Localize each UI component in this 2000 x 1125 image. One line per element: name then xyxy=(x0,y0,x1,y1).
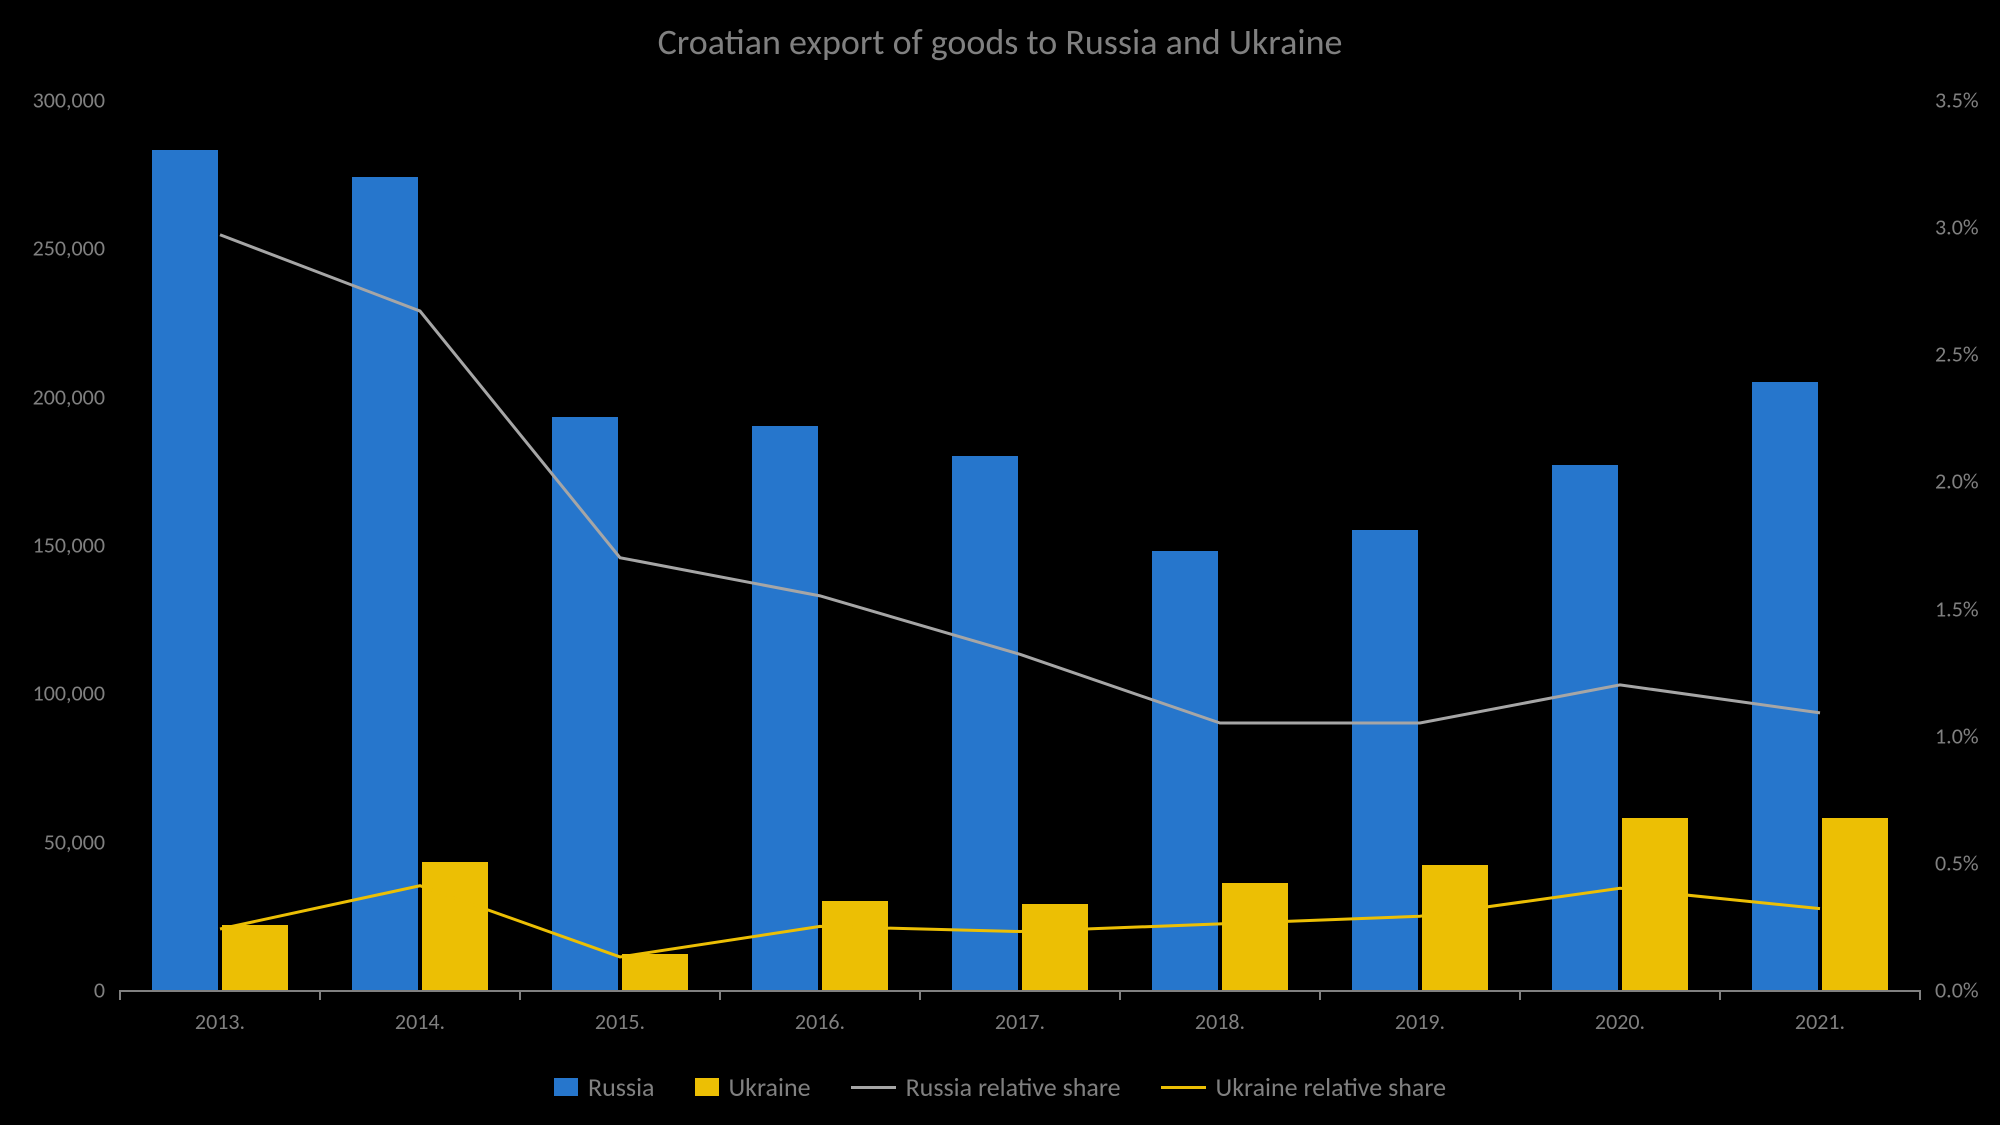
x-tick-label: 2017. xyxy=(995,1008,1045,1035)
x-tick xyxy=(519,990,521,1000)
bar-ukraine xyxy=(1422,865,1488,990)
bar-ukraine xyxy=(1222,883,1288,990)
bar-russia xyxy=(552,417,618,990)
x-tick xyxy=(1919,990,1921,1000)
bar-russia xyxy=(152,150,218,990)
bar-russia xyxy=(352,177,418,990)
x-tick-label: 2013. xyxy=(195,1008,245,1035)
legend-label-russia: Russia xyxy=(588,1071,655,1103)
legend-swatch-russia xyxy=(554,1078,578,1096)
y-left-tick-label: 200,000 xyxy=(5,383,105,410)
x-tick xyxy=(319,990,321,1000)
y-right-tick-label: 3.5% xyxy=(1935,87,2000,114)
y-left-tick-label: 300,000 xyxy=(5,87,105,114)
y-left-tick-label: 100,000 xyxy=(5,680,105,707)
x-tick-label: 2020. xyxy=(1595,1008,1645,1035)
bar-ukraine xyxy=(1622,818,1688,990)
legend-swatch-ukraine xyxy=(695,1078,719,1096)
legend-item-russia-line: Russia relative share xyxy=(851,1071,1121,1103)
y-left-tick-label: 50,000 xyxy=(5,828,105,855)
legend-line-ukraine xyxy=(1161,1086,1206,1089)
y-right-tick-label: 2.5% xyxy=(1935,341,2000,368)
y-right-tick-label: 0.5% xyxy=(1935,849,2000,876)
y-right-tick-label: 3.0% xyxy=(1935,214,2000,241)
y-left-tick-label: 150,000 xyxy=(5,532,105,559)
x-tick-label: 2014. xyxy=(395,1008,445,1035)
x-tick xyxy=(1519,990,1521,1000)
y-right-tick-label: 1.0% xyxy=(1935,722,2000,749)
bar-russia xyxy=(752,426,818,990)
bar-ukraine xyxy=(1022,904,1088,990)
x-tick xyxy=(1319,990,1321,1000)
y-left-tick-label: 250,000 xyxy=(5,235,105,262)
chart-title: Croatian export of goods to Russia and U… xyxy=(0,20,2000,64)
y-right-tick-label: 2.0% xyxy=(1935,468,2000,495)
legend-label-ukraine: Ukraine xyxy=(729,1071,811,1103)
plot-area: 050,000100,000150,000200,000250,000300,0… xyxy=(120,100,1920,990)
legend-item-ukraine: Ukraine xyxy=(695,1071,811,1103)
legend-label-russia-line: Russia relative share xyxy=(906,1071,1121,1103)
bar-russia xyxy=(1752,382,1818,990)
bar-russia xyxy=(952,456,1018,990)
x-tick xyxy=(119,990,121,1000)
chart-container: Croatian export of goods to Russia and U… xyxy=(0,0,2000,1125)
legend-line-russia xyxy=(851,1086,896,1089)
y-left-tick-label: 0 xyxy=(5,977,105,1004)
x-tick-label: 2021. xyxy=(1795,1008,1845,1035)
bar-ukraine xyxy=(422,862,488,990)
bar-russia xyxy=(1552,465,1618,990)
bar-russia xyxy=(1152,551,1218,990)
legend: Russia Ukraine Russia relative share Ukr… xyxy=(0,1071,2000,1103)
y-right-tick-label: 0.0% xyxy=(1935,977,2000,1004)
bar-ukraine xyxy=(222,925,288,990)
legend-label-ukraine-line: Ukraine relative share xyxy=(1216,1071,1447,1103)
x-tick xyxy=(1719,990,1721,1000)
x-tick-label: 2015. xyxy=(595,1008,645,1035)
bar-russia xyxy=(1352,530,1418,990)
bar-ukraine xyxy=(822,901,888,990)
x-tick xyxy=(1119,990,1121,1000)
x-tick-label: 2018. xyxy=(1195,1008,1245,1035)
legend-item-russia: Russia xyxy=(554,1071,655,1103)
legend-item-ukraine-line: Ukraine relative share xyxy=(1161,1071,1447,1103)
bar-ukraine xyxy=(1822,818,1888,990)
x-tick-label: 2016. xyxy=(795,1008,845,1035)
x-tick xyxy=(719,990,721,1000)
x-tick xyxy=(919,990,921,1000)
x-axis-line xyxy=(120,990,1920,992)
y-right-tick-label: 1.5% xyxy=(1935,595,2000,622)
bar-ukraine xyxy=(622,954,688,990)
x-tick-label: 2019. xyxy=(1395,1008,1445,1035)
